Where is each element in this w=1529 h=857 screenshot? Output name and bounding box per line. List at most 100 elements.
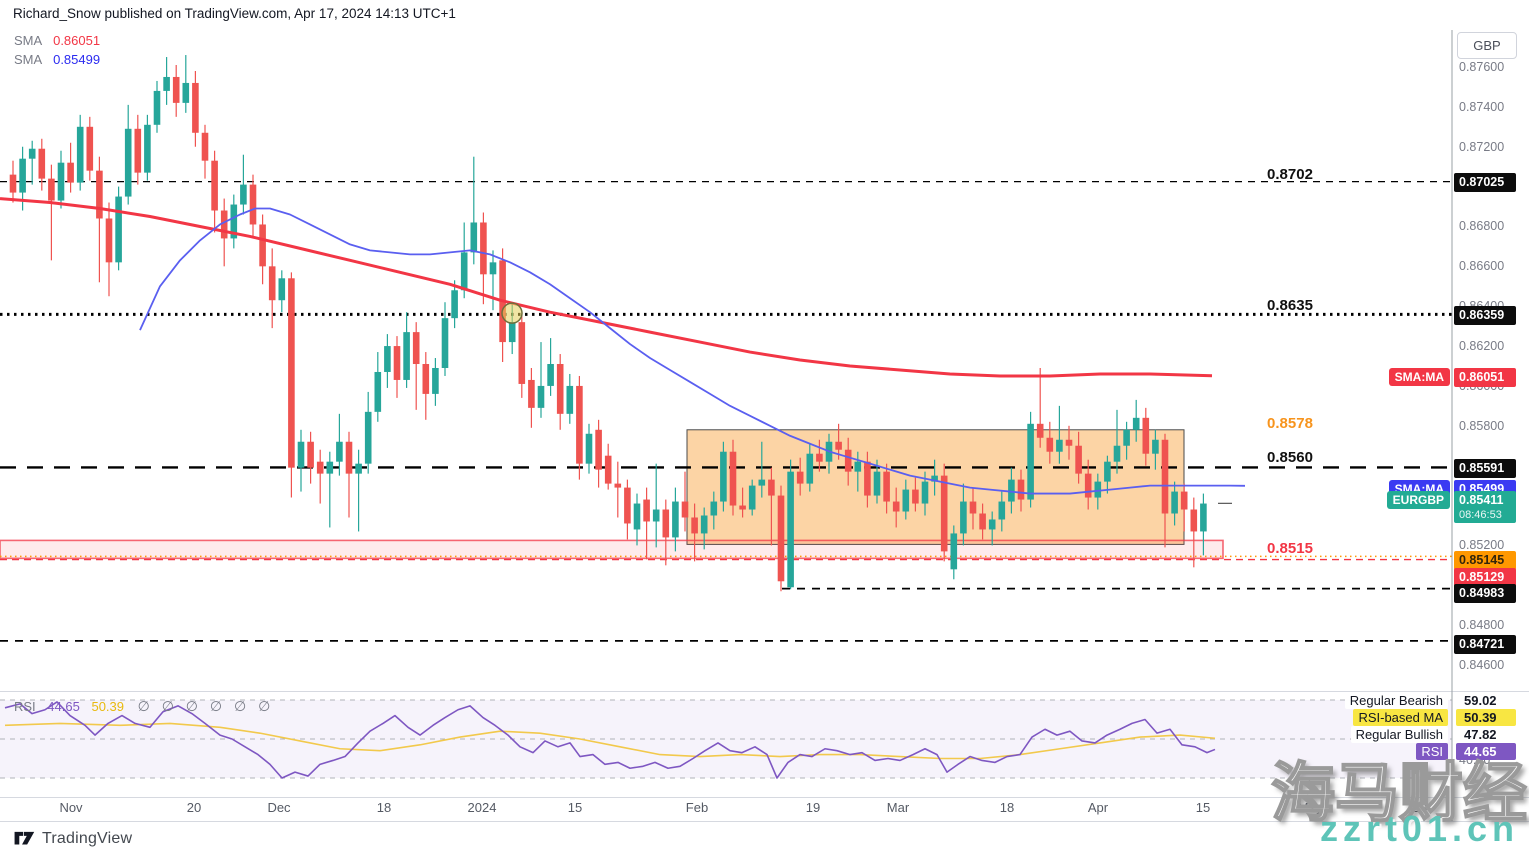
price-tick: 0.87400 bbox=[1459, 99, 1505, 114]
candle-body bbox=[700, 515, 708, 534]
candle-body bbox=[288, 278, 295, 468]
candle-body bbox=[355, 463, 362, 474]
candle-body bbox=[470, 222, 478, 253]
candle-body bbox=[844, 449, 852, 472]
candle-body bbox=[19, 158, 26, 193]
price-tick: 0.86800 bbox=[1459, 219, 1505, 234]
time-axis-label: 18 bbox=[376, 800, 392, 815]
candle-body bbox=[1113, 445, 1121, 462]
candle-body bbox=[316, 461, 324, 474]
candle-body bbox=[960, 501, 967, 534]
rsi-row-label: Regular Bearish bbox=[1344, 692, 1448, 709]
candle-body bbox=[460, 252, 468, 291]
candle-body bbox=[1046, 437, 1054, 452]
candle-body bbox=[1056, 439, 1063, 452]
currency-button[interactable]: GBP bbox=[1457, 32, 1517, 59]
candle-body bbox=[240, 184, 247, 205]
price-axis-badge: 0.86051 bbox=[1454, 367, 1516, 387]
candle-body bbox=[537, 385, 545, 408]
sma1-label: SMA bbox=[14, 33, 42, 48]
time-axis-label: 20 bbox=[1412, 800, 1428, 815]
rsi-row-value: 47.82 bbox=[1456, 726, 1516, 743]
candle-body bbox=[835, 441, 842, 450]
tradingview-logo-icon bbox=[14, 831, 35, 845]
tradingview-logo[interactable]: TradingView bbox=[13, 828, 132, 850]
candle-body bbox=[998, 501, 1006, 520]
candle-body bbox=[268, 266, 276, 301]
candle-body bbox=[432, 367, 439, 394]
time-axis-label: Nov bbox=[59, 800, 83, 815]
candle-body bbox=[748, 485, 756, 510]
candle-body bbox=[48, 178, 55, 201]
candle-body bbox=[364, 411, 372, 464]
time-axis-label: 2024 bbox=[467, 800, 497, 815]
candle-body bbox=[710, 501, 718, 516]
candle-body bbox=[672, 501, 679, 538]
candle-body bbox=[9, 174, 17, 193]
candle-body bbox=[652, 509, 660, 522]
rsi-row-value: 50.39 bbox=[1456, 709, 1516, 726]
price-axis-badge: 0.85129 bbox=[1454, 567, 1516, 587]
candle-body bbox=[1036, 423, 1044, 438]
candle-body bbox=[518, 322, 526, 384]
circle-marker bbox=[501, 302, 523, 324]
candle-body bbox=[422, 364, 430, 394]
candle-body bbox=[393, 346, 401, 380]
candle-body bbox=[614, 483, 622, 488]
candle-body bbox=[806, 453, 814, 484]
candle-body bbox=[211, 160, 218, 211]
level-label: 0.8702 bbox=[1267, 166, 1313, 183]
candle-body bbox=[278, 278, 286, 301]
candle-body bbox=[739, 505, 746, 510]
price-axis-badge: 0.85591 bbox=[1454, 458, 1516, 478]
candle-body bbox=[566, 385, 574, 414]
candle-body bbox=[873, 471, 881, 496]
candle-body bbox=[528, 379, 535, 408]
candle-body bbox=[1190, 509, 1198, 532]
candle-body bbox=[585, 433, 593, 464]
candle-body bbox=[153, 90, 161, 125]
candle-body bbox=[595, 429, 602, 470]
level-label: 0.8515 bbox=[1267, 540, 1313, 557]
candle-body bbox=[979, 513, 986, 530]
candle-body bbox=[307, 441, 314, 468]
candle-body bbox=[643, 499, 650, 522]
candle-body bbox=[489, 262, 497, 275]
price-tick: 0.86600 bbox=[1459, 259, 1505, 274]
candle-body bbox=[883, 471, 890, 502]
rsi-row-label: RSI-based MA bbox=[1353, 709, 1448, 726]
candle-body bbox=[67, 162, 74, 183]
sma1-value: 0.86051 bbox=[53, 33, 101, 48]
candle-body bbox=[864, 461, 871, 496]
rsi-ma-line bbox=[4, 722, 1216, 760]
candle-body bbox=[681, 501, 689, 518]
candle-body bbox=[28, 148, 36, 159]
candle-body bbox=[1123, 429, 1130, 446]
candle-body bbox=[259, 224, 266, 267]
candle-body bbox=[576, 385, 583, 464]
candle-body bbox=[556, 364, 564, 414]
sma-legend-2: SMA 0.85499 bbox=[14, 52, 100, 67]
candle-body bbox=[547, 364, 554, 386]
time-axis-label: 18 bbox=[999, 800, 1015, 815]
candle-body bbox=[854, 461, 862, 472]
candle-body bbox=[220, 210, 228, 239]
level-label: 0.8578 bbox=[1267, 415, 1313, 432]
rsi-legend-value: 44.65 bbox=[47, 699, 80, 714]
candle-body bbox=[201, 132, 209, 161]
candle-body bbox=[988, 519, 996, 530]
time-axis-label: 15 bbox=[1195, 800, 1211, 815]
price-axis-badge: 0.87025 bbox=[1454, 172, 1516, 192]
price-tick: 0.86200 bbox=[1459, 339, 1505, 354]
time-axis-label: Feb bbox=[685, 800, 709, 815]
candle-body bbox=[182, 82, 190, 103]
price-tick: 0.87600 bbox=[1459, 60, 1505, 74]
time-axis-label: Mar bbox=[886, 800, 910, 815]
candle-body bbox=[758, 479, 766, 486]
candle-body bbox=[787, 471, 794, 588]
candle-body bbox=[96, 170, 103, 219]
price-axis-badge: 0.84721 bbox=[1454, 634, 1516, 654]
candle-body bbox=[633, 503, 641, 530]
candle-body bbox=[403, 332, 410, 380]
